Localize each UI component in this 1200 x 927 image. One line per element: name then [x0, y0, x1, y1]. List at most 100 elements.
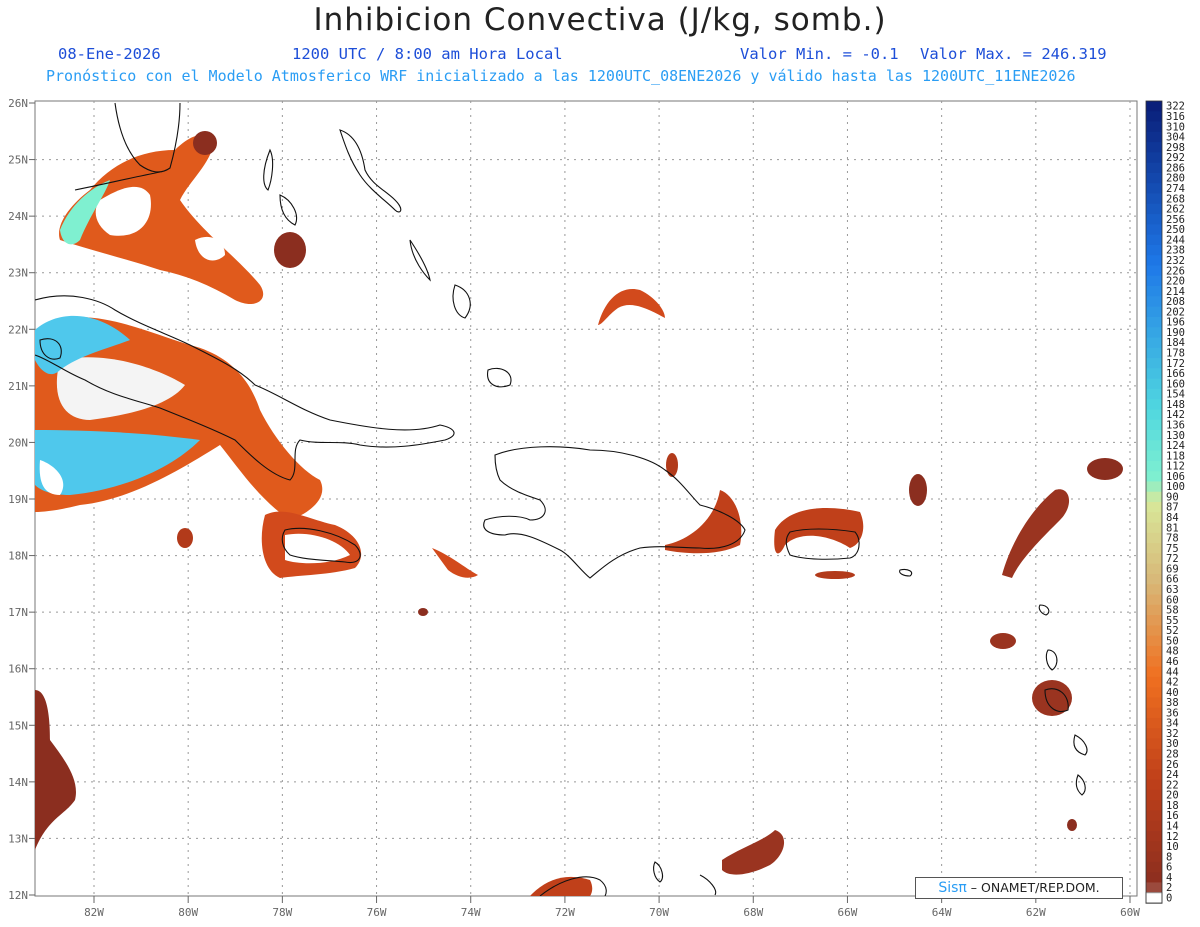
- colorbar-swatch: [1146, 676, 1162, 688]
- coast-bahamas-6: [487, 367, 512, 388]
- lon-label: 66W: [838, 906, 858, 919]
- colorbar-swatch: [1146, 779, 1162, 791]
- lon-label: 64W: [932, 906, 952, 919]
- coast-antigua: [1038, 604, 1050, 616]
- colorbar-swatch: [1146, 491, 1162, 503]
- lon-label: 76W: [367, 906, 387, 919]
- lat-label: 13N: [8, 832, 28, 845]
- colorbar-swatch: [1146, 522, 1162, 534]
- colorbar-swatch: [1146, 316, 1162, 328]
- colorbar-swatch: [1146, 255, 1162, 266]
- cin-field-bahamas-hole: [95, 186, 151, 236]
- watermark: Sisπ – ONAMET/REP.DOM.: [915, 877, 1123, 899]
- colorbar-swatch: [1146, 337, 1162, 349]
- colorbar-label: 304: [1166, 132, 1185, 144]
- colorbar-label: 130: [1166, 430, 1185, 442]
- cin-field-patch-i: [1067, 819, 1077, 831]
- colorbar-swatch: [1146, 553, 1162, 565]
- colorbar-swatch: [1146, 800, 1162, 811]
- cin-field-west-strip: [35, 690, 76, 850]
- colorbar-swatch: [1146, 388, 1162, 400]
- colorbar-label: 148: [1166, 399, 1185, 411]
- colorbar-swatch: [1146, 738, 1162, 750]
- lat-label: 22N: [8, 323, 28, 336]
- colorbar-label: 84: [1166, 512, 1179, 524]
- colorbar-swatch: [1146, 512, 1162, 523]
- colorbar-label: 26: [1166, 759, 1179, 771]
- colorbar-swatch: [1146, 306, 1162, 318]
- colorbar-swatch: [1146, 748, 1162, 760]
- colorbar-label: 36: [1166, 707, 1179, 719]
- cin-shading: [35, 131, 1123, 896]
- cin-field-patch-a: [274, 232, 306, 268]
- colorbar-label: 87: [1166, 502, 1179, 514]
- date-label: 08-Ene-2026: [58, 45, 161, 63]
- colorbar-label: 63: [1166, 584, 1179, 596]
- colorbar-swatch: [1146, 656, 1162, 667]
- colorbar-label: 52: [1166, 625, 1179, 637]
- colorbar-swatch: [1146, 111, 1162, 122]
- colorbar-swatch: [1146, 831, 1162, 842]
- colorbar-swatch: [1146, 841, 1162, 852]
- coast-florida: [114, 102, 181, 173]
- coast-keys: [74, 171, 161, 191]
- colorbar-label: 136: [1166, 419, 1185, 431]
- lon-label: 80W: [178, 906, 198, 919]
- colorbar-swatch: [1146, 666, 1162, 678]
- lat-label: 19N: [8, 493, 28, 506]
- cin-field-patch-e: [815, 571, 855, 579]
- coast-bahamas-5: [452, 284, 471, 319]
- colorbar-swatch: [1146, 810, 1162, 822]
- cin-field-patch-h: [990, 633, 1016, 649]
- lon-label: 60W: [1120, 906, 1140, 919]
- cin-field-cuba-core: [56, 357, 185, 420]
- colorbar-swatch: [1146, 244, 1162, 256]
- colorbar-swatch: [1146, 378, 1162, 390]
- colorbar-swatch: [1146, 563, 1162, 575]
- colorbar-swatch: [1146, 635, 1162, 647]
- coast-small-3: [699, 874, 717, 896]
- colorbar-label: 226: [1166, 265, 1185, 277]
- colorbar-label: 208: [1166, 296, 1185, 308]
- colorbar-swatch: [1146, 759, 1162, 770]
- colorbar-border: [1145, 100, 1163, 904]
- colorbar-label: 12: [1166, 831, 1179, 843]
- colorbar-swatch: [1146, 327, 1162, 338]
- colorbar-swatch: [1146, 275, 1162, 287]
- colorbar-label: 292: [1166, 152, 1185, 164]
- colorbar-swatch: [1146, 594, 1162, 606]
- colorbar-swatch: [1146, 183, 1162, 194]
- colorbar-swatch: [1146, 224, 1162, 236]
- colorbar-swatch: [1146, 573, 1162, 585]
- colorbar-swatch: [1146, 820, 1162, 832]
- colorbar-swatch: [1146, 440, 1162, 451]
- lat-label: 21N: [8, 380, 28, 393]
- lat-label: 16N: [8, 663, 28, 676]
- colorbar-label: 48: [1166, 646, 1179, 658]
- colorbar-swatch: [1146, 769, 1162, 781]
- colorbar-swatch: [1146, 697, 1162, 709]
- lat-label: 25N: [8, 154, 28, 167]
- cin-field-patch-b: [193, 131, 217, 155]
- cin-field-patch-c: [177, 528, 193, 548]
- page-title: Inhibicion Convectiva (J/kg, somb.): [313, 2, 887, 38]
- colorbar-swatch: [1146, 882, 1162, 894]
- colorbar-label: 196: [1166, 317, 1185, 329]
- coast-puerto-rico: [785, 528, 860, 560]
- colorbar-swatch: [1146, 861, 1162, 873]
- lon-label: 82W: [84, 906, 104, 919]
- cin-field-patch-g: [909, 474, 927, 506]
- coast-jamaica: [281, 527, 361, 564]
- colorbar-label: 6: [1166, 862, 1172, 874]
- colorbar-label: 124: [1166, 440, 1185, 452]
- lon-label: 78W: [272, 906, 292, 919]
- colorbar-swatch: [1146, 450, 1162, 462]
- lat-label: 26N: [8, 97, 28, 110]
- valor-min-label: Valor Min. = -0.1: [740, 45, 899, 63]
- lat-label: 18N: [8, 550, 28, 563]
- colorbar-swatch: [1146, 347, 1162, 359]
- colorbar-label: 8: [1166, 851, 1172, 863]
- colorbar-swatch: [1145, 892, 1163, 904]
- lon-label: 72W: [555, 906, 575, 919]
- forecast-info-line: Pronóstico con el Modelo Atmosferico WRF…: [46, 67, 1076, 85]
